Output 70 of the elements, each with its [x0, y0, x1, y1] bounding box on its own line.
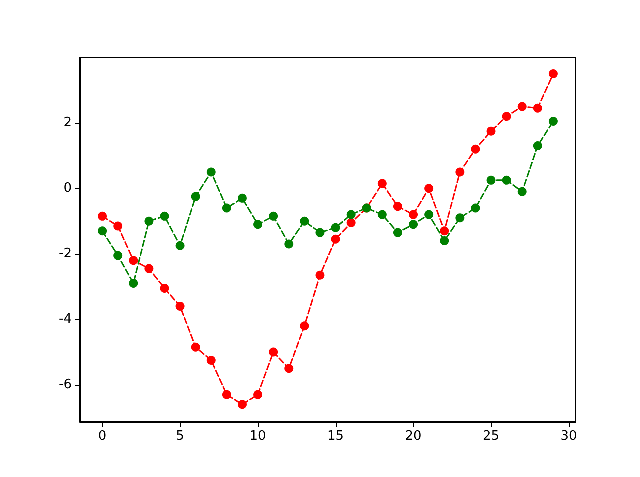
y-tick-label: -4: [59, 312, 72, 328]
x-tick-label: 15: [328, 429, 344, 444]
point: [160, 212, 170, 221]
point: [176, 241, 185, 250]
point: [269, 212, 278, 221]
point: [518, 102, 527, 112]
point: [254, 220, 263, 230]
point: [409, 220, 418, 230]
x-tick-label: 30: [560, 429, 578, 444]
point: [160, 284, 170, 293]
point: [502, 176, 512, 185]
point: [346, 210, 356, 220]
point: [144, 216, 154, 226]
point: [254, 390, 263, 400]
point: [486, 126, 496, 136]
y-tick-label: -6: [59, 378, 72, 393]
point: [238, 194, 247, 203]
point: [129, 256, 138, 266]
point: [424, 184, 434, 194]
x-tick-label: 20: [405, 429, 422, 444]
point: [502, 112, 512, 122]
point: [222, 204, 232, 213]
point: [471, 144, 480, 154]
point: [238, 400, 247, 410]
point: [222, 390, 232, 400]
y-tick-label: -2: [59, 246, 72, 262]
point: [206, 356, 216, 365]
x-tick-label: 0: [98, 429, 107, 444]
point: [316, 228, 325, 238]
point: [440, 236, 450, 246]
point: [176, 302, 185, 311]
point: [144, 264, 154, 274]
point: [300, 216, 310, 226]
point: [114, 251, 123, 260]
point: [393, 228, 402, 238]
point: [206, 168, 216, 177]
point: [300, 322, 310, 331]
point: [346, 218, 356, 228]
point: [191, 192, 200, 202]
x-tick-label: 5: [176, 429, 184, 444]
point: [548, 70, 558, 79]
point: [284, 364, 294, 374]
point: [191, 342, 200, 352]
y-tick-label: 0: [64, 181, 72, 196]
point: [533, 104, 542, 113]
point: [98, 226, 108, 236]
point: [393, 202, 402, 212]
point: [331, 234, 340, 244]
point: [456, 214, 465, 223]
y-tick-label: 2: [64, 116, 72, 131]
point: [518, 187, 527, 196]
point: [284, 240, 294, 249]
point: [486, 176, 496, 185]
point: [316, 270, 325, 280]
point: [440, 226, 450, 236]
x-tick-label: 25: [482, 429, 500, 444]
x-tick-label: 10: [250, 429, 266, 444]
point: [548, 117, 558, 126]
point: [378, 179, 387, 188]
point: [269, 348, 278, 357]
point: [98, 212, 108, 221]
point: [533, 142, 542, 151]
point: [424, 210, 434, 220]
point: [129, 279, 138, 288]
point: [456, 168, 465, 177]
point: [114, 222, 123, 231]
point: [471, 204, 480, 213]
point: [409, 210, 418, 220]
point: [331, 223, 340, 232]
point: [378, 210, 387, 220]
